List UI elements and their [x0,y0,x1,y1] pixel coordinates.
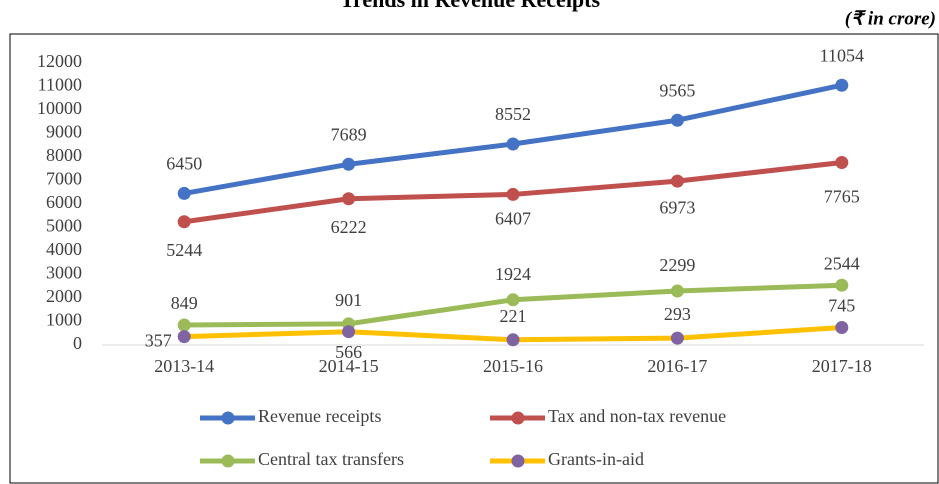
data-label: 8552 [495,104,531,124]
data-label: 9565 [659,80,695,100]
y-tick-label: 4000 [46,239,82,259]
marker [177,330,191,344]
y-tick-label: 7000 [46,169,82,189]
legend-marker [221,454,235,468]
y-tick-label: 0 [73,333,82,353]
marker [342,157,356,171]
y-tick-label: 3000 [46,263,82,283]
data-label: 745 [828,296,855,316]
y-tick-label: 2000 [46,286,82,306]
x-tick-label: 2014-15 [319,356,379,376]
marker [177,215,191,229]
x-tick-label: 2017-18 [812,356,872,376]
x-tick-label: 2013-14 [154,356,214,376]
marker [670,284,684,298]
marker [342,192,356,206]
chart-frame [9,33,939,484]
marker [835,78,849,92]
marker [670,113,684,127]
data-label: 6222 [331,217,367,237]
data-label: 566 [335,342,362,362]
y-tick-label: 6000 [46,192,82,212]
y-tick-label: 11000 [38,75,82,95]
data-label: 11054 [820,45,864,65]
legend-marker [221,411,235,425]
data-label: 6407 [495,209,531,229]
y-tick-label: 10000 [37,98,82,118]
data-label: 7689 [331,124,367,144]
marker [506,293,520,307]
x-tick-label: 2016-17 [647,356,707,376]
marker [835,320,849,334]
data-label: 6973 [659,197,695,217]
y-tick-label: 12000 [37,51,82,71]
data-label: 1924 [495,264,531,284]
legend-label: Grants-in-aid [548,449,644,469]
data-label: 7765 [824,187,860,207]
chart-title: Trends in Revenue Receipts [340,0,601,12]
marker [670,174,684,188]
data-label: 221 [500,306,527,326]
marker [342,325,356,339]
marker [670,331,684,345]
marker [835,278,849,292]
y-tick-label: 8000 [46,145,82,165]
marker [835,156,849,170]
legend-label: Tax and non-tax revenue [548,406,726,426]
legend-marker [511,411,525,425]
data-label: 2544 [824,253,860,273]
data-label: 6450 [166,154,202,174]
legend-label: Revenue receipts [258,406,381,426]
marker [506,187,520,201]
marker [177,186,191,200]
y-tick-label: 9000 [46,122,82,142]
legend-label: Central tax transfers [258,449,404,469]
marker [506,137,520,151]
x-tick-label: 2015-16 [483,356,543,376]
y-tick-label: 5000 [46,216,82,236]
y-tick-label: 1000 [46,310,82,330]
legend-marker [511,454,525,468]
chart-subtitle: (₹ in crore) [845,8,936,29]
marker [177,318,191,332]
data-label: 849 [171,293,198,313]
data-label: 357 [145,331,172,351]
marker [506,333,520,347]
data-label: 5244 [166,240,202,260]
data-label: 293 [664,304,691,324]
data-label: 2299 [659,255,695,275]
data-label: 901 [335,290,362,310]
